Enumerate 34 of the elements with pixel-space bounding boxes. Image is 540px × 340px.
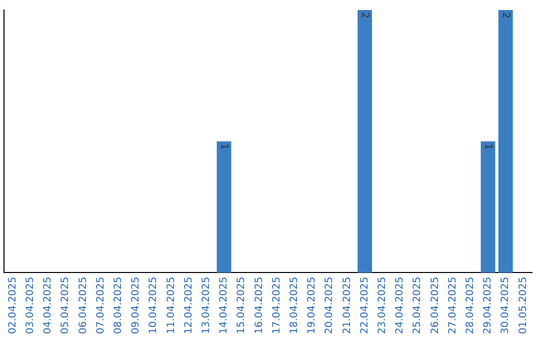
- x-tick-label: 10.04.2025: [148, 276, 160, 334]
- x-tick-label: 11.04.2025: [166, 276, 177, 334]
- x-tick-label: 07.04.2025: [95, 276, 106, 334]
- x-tick-label: 06.04.2025: [78, 276, 89, 334]
- x-tick-label: 12.04.2025: [183, 276, 194, 334]
- x-tick-label: 24.04.2025: [394, 276, 406, 334]
- x-tick-label: 30.04.2025: [500, 276, 512, 334]
- x-tick-label: 25.04.2025: [412, 276, 424, 334]
- data-label: 1: [218, 143, 230, 150]
- x-tick-label: 20.04.2025: [324, 276, 336, 334]
- x-tick-label: 05.04.2025: [60, 276, 72, 334]
- x-tick-label: 04.04.2025: [42, 276, 54, 334]
- x-tick-label: 28.04.2025: [464, 276, 476, 334]
- x-tick-label: 29.04.2025: [482, 276, 494, 334]
- x-tick-label: 03.04.2025: [24, 276, 36, 334]
- x-tick-label: 13.04.2025: [200, 276, 212, 334]
- x-tick-label: 19.04.2025: [306, 276, 318, 334]
- data-label: 2: [500, 12, 512, 18]
- x-tick-label: 16.04.2025: [254, 276, 265, 334]
- data-label: 1: [482, 143, 494, 150]
- x-tick-label: 08.04.2025: [112, 276, 124, 334]
- x-tick-label: 27.04.2025: [447, 276, 458, 334]
- x-tick-label: 17.04.2025: [271, 276, 282, 334]
- x-tick-label: 18.04.2025: [288, 276, 300, 334]
- x-tick-label: 22.04.2025: [359, 276, 370, 334]
- x-tick-label: 02.04.2025: [7, 276, 18, 334]
- x-tick-label: 15.04.2025: [236, 276, 248, 334]
- x-tick-label: 21.04.2025: [342, 276, 353, 334]
- data-label: 2: [359, 12, 370, 18]
- x-tick-label: 14.04.2025: [218, 276, 230, 334]
- x-tick-label: 01.05.2025: [518, 276, 529, 334]
- x-tick-label: 26.04.2025: [430, 276, 441, 334]
- x-tick-label: 09.04.2025: [130, 276, 142, 334]
- x-tick-label: 23.04.2025: [376, 276, 388, 334]
